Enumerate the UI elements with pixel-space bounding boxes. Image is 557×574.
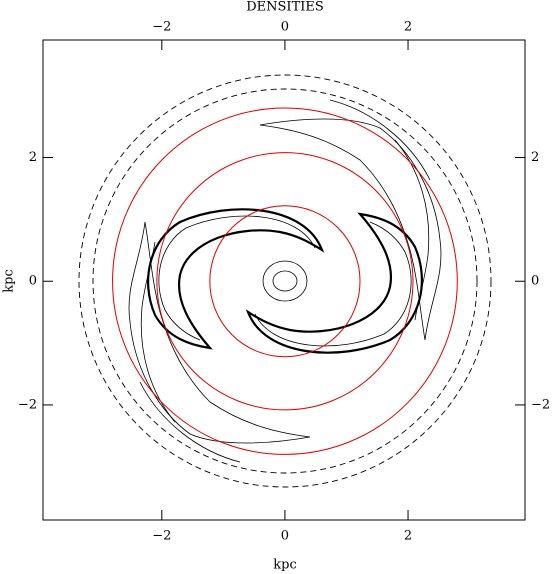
x-tick-label: 2 xyxy=(404,20,412,35)
arm-contour xyxy=(158,215,316,341)
resonance-circle xyxy=(112,107,458,455)
y-tick-label: 0 xyxy=(29,274,37,289)
arm-contour xyxy=(245,212,423,354)
chart-title: DENSITIES xyxy=(246,0,324,15)
arm-contour xyxy=(329,99,431,181)
y-tick-label: 2 xyxy=(29,150,37,165)
outer-contour xyxy=(92,88,478,474)
resonance-circle xyxy=(156,152,414,411)
y-tick-label: 2 xyxy=(531,150,539,165)
core-contour xyxy=(272,270,298,292)
x-tick-label: 0 xyxy=(281,529,289,544)
plot-frame xyxy=(42,39,526,521)
x-tick-label: 2 xyxy=(404,529,412,544)
arm-contour xyxy=(259,118,442,341)
outer-contour xyxy=(78,74,492,488)
arm-contour xyxy=(254,221,412,347)
spiral-arm xyxy=(147,99,442,350)
x-tick-label: −2 xyxy=(152,20,171,35)
arm-contour xyxy=(147,208,325,350)
y-tick-label: −2 xyxy=(531,397,550,412)
x-tick-label: 0 xyxy=(281,20,289,35)
x-tick-label: −2 xyxy=(152,529,171,544)
spiral-arm xyxy=(128,212,423,463)
arm-contour xyxy=(139,381,241,463)
resonance-circle xyxy=(209,205,361,358)
y-tick-label: −2 xyxy=(18,397,37,412)
density-contours xyxy=(78,74,492,488)
y-tick-label: 0 xyxy=(531,274,539,289)
arm-contour xyxy=(128,221,311,444)
arm-contour xyxy=(140,241,176,423)
x-axis-label: kpc xyxy=(273,558,296,573)
y-axis-label: kpc xyxy=(2,269,17,292)
core-contour xyxy=(262,260,308,302)
